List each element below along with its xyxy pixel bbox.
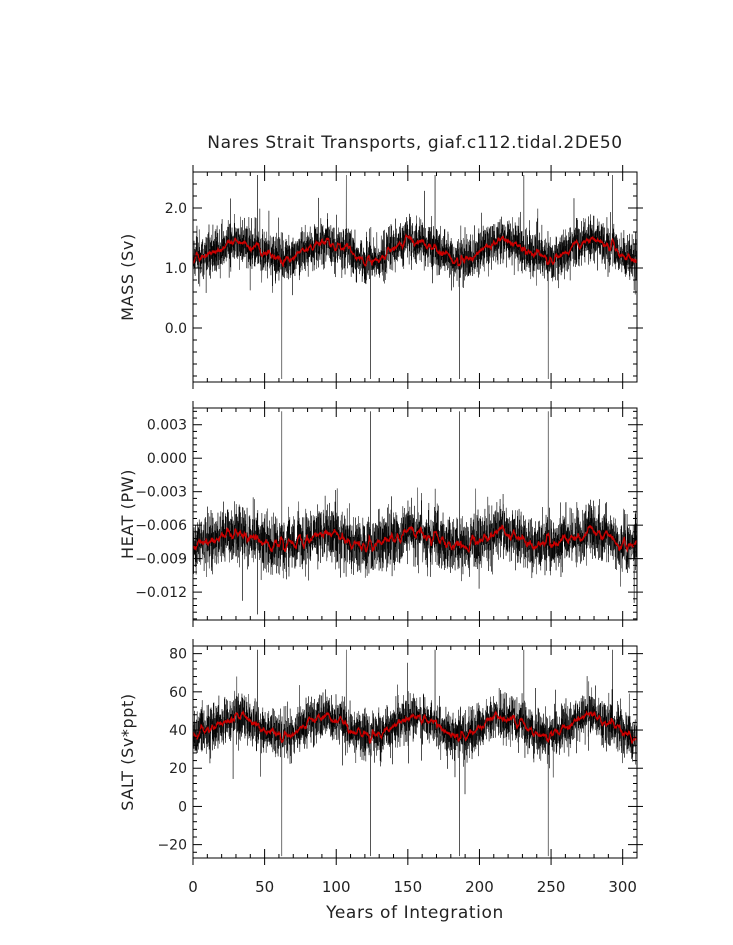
x-tick-label: 300	[608, 878, 637, 896]
series-salt-smoothed	[193, 710, 637, 745]
x-tick-label: 50	[255, 878, 274, 896]
series-mass-smoothed	[193, 232, 637, 268]
series-mass-monthly	[193, 174, 637, 380]
x-tick-label: 200	[465, 878, 494, 896]
series-salt-monthly	[193, 649, 637, 857]
y-tick-label: −0.006	[135, 518, 187, 534]
y-tick-label: 20	[169, 761, 187, 777]
y-tick-label: −0.012	[135, 585, 187, 601]
panel-salt: −20 0 20 40 60 80 0 50 100 150 200 250 300 SALT (Sv*p…	[118, 639, 643, 896]
y-tick-label: −0.009	[135, 552, 187, 568]
x-axis-label: Years of Integration	[325, 903, 504, 923]
y-tick-label: 0	[178, 799, 187, 815]
series-heat-smoothed	[193, 524, 637, 554]
y-tick-label: −20	[157, 838, 187, 854]
plot-frame	[192, 645, 638, 859]
y-tick-label: 80	[169, 647, 187, 663]
chart-title: Nares Strait Transports, giaf.c112.tidal…	[207, 133, 622, 153]
y-tick-label: 0.003	[147, 418, 187, 434]
x-tick-label: 100	[322, 878, 351, 896]
y-tick-label: 1.0	[165, 261, 187, 277]
y-tick-label: 0.000	[147, 451, 187, 467]
y-tick-label: −0.003	[135, 485, 187, 501]
plot-frame	[192, 171, 638, 383]
x-tick-label: 150	[394, 878, 423, 896]
x-tick-label: 250	[537, 878, 566, 896]
x-tick-label: 0	[188, 878, 198, 896]
series-heat-monthly	[193, 411, 637, 615]
y-tick-label: 0.0	[165, 321, 187, 337]
plot-frame	[192, 407, 638, 621]
y-tick-label: 60	[169, 685, 187, 701]
panel-mass: 0.0 1.0 2.0 MASS (Sv)	[118, 165, 643, 389]
y-axis-label: SALT (Sv*ppt)	[118, 693, 137, 810]
y-axis-label: MASS (Sv)	[118, 233, 137, 321]
panel-heat: −0.012 −0.009 −0.006 −0.003 0.000 0.003 HEAT (…	[118, 401, 643, 627]
y-tick-label: 40	[169, 723, 187, 739]
y-axis-label: HEAT (PW)	[118, 469, 137, 559]
y-tick-label: 2.0	[165, 201, 187, 217]
